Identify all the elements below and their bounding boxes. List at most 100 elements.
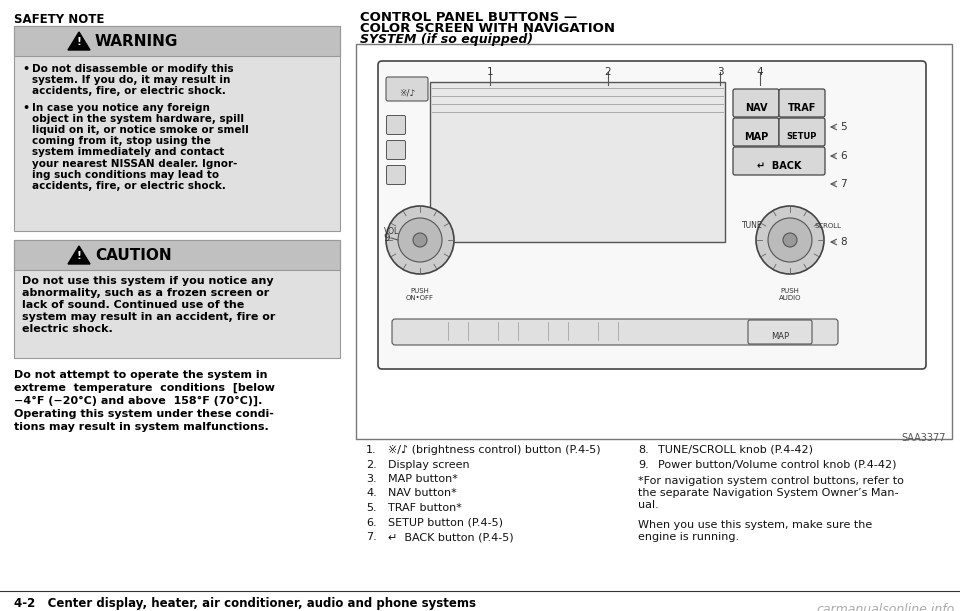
FancyBboxPatch shape — [748, 320, 812, 344]
Text: MAP: MAP — [771, 332, 789, 341]
Text: system. If you do, it may result in: system. If you do, it may result in — [32, 75, 230, 85]
Text: Power button/Volume control knob (P.4-42): Power button/Volume control knob (P.4-42… — [658, 459, 897, 469]
Text: SAA3377: SAA3377 — [901, 433, 946, 443]
Text: MAP: MAP — [744, 132, 768, 142]
Text: 1: 1 — [487, 67, 493, 77]
FancyBboxPatch shape — [387, 166, 405, 185]
FancyBboxPatch shape — [386, 77, 428, 101]
Text: abnormality, such as a frozen screen or: abnormality, such as a frozen screen or — [22, 288, 269, 298]
FancyBboxPatch shape — [387, 115, 405, 134]
Text: engine is running.: engine is running. — [638, 532, 739, 542]
Text: Do not attempt to operate the system in: Do not attempt to operate the system in — [14, 370, 268, 380]
Text: liquid on it, or notice smoke or smell: liquid on it, or notice smoke or smell — [32, 125, 249, 135]
FancyBboxPatch shape — [733, 89, 779, 117]
Text: object in the system hardware, spill: object in the system hardware, spill — [32, 114, 244, 124]
Circle shape — [386, 206, 454, 274]
Text: tions may result in system malfunctions.: tions may result in system malfunctions. — [14, 422, 269, 432]
Text: 4: 4 — [756, 67, 763, 77]
Bar — [356, 44, 952, 439]
Text: ↵  BACK: ↵ BACK — [756, 161, 802, 171]
Text: TRAF: TRAF — [788, 103, 816, 113]
Text: 5.: 5. — [366, 503, 376, 513]
FancyBboxPatch shape — [392, 319, 838, 345]
Text: 2: 2 — [605, 67, 612, 77]
Text: electric shock.: electric shock. — [22, 324, 112, 334]
Text: the separate Navigation System Owner’s Man-: the separate Navigation System Owner’s M… — [638, 488, 899, 498]
Text: Display screen: Display screen — [388, 459, 469, 469]
Circle shape — [756, 206, 824, 274]
Bar — [14, 240, 340, 270]
Text: Do not use this system if you notice any: Do not use this system if you notice any — [22, 276, 274, 286]
Text: TRAF button*: TRAF button* — [388, 503, 462, 513]
Text: Do not disassemble or modify this: Do not disassemble or modify this — [32, 64, 233, 74]
Text: extreme  temperature  conditions  [below: extreme temperature conditions [below — [14, 383, 275, 393]
Text: SETUP: SETUP — [787, 132, 817, 141]
Circle shape — [768, 218, 812, 262]
Text: TUNE/SCROLL knob (P.4-42): TUNE/SCROLL knob (P.4-42) — [658, 445, 813, 455]
Text: SETUP button (P.4-5): SETUP button (P.4-5) — [388, 518, 503, 527]
Text: ※/♪: ※/♪ — [398, 89, 415, 98]
Text: system immediately and contact: system immediately and contact — [32, 147, 225, 158]
Text: 7.: 7. — [366, 532, 376, 542]
Text: Operating this system under these condi-: Operating this system under these condi- — [14, 409, 274, 419]
Text: 5: 5 — [840, 122, 847, 132]
FancyBboxPatch shape — [387, 141, 405, 159]
Text: COLOR SCREEN WITH NAVIGATION: COLOR SCREEN WITH NAVIGATION — [360, 22, 615, 35]
Text: 6.: 6. — [366, 518, 376, 527]
Text: CONTROL PANEL BUTTONS —: CONTROL PANEL BUTTONS — — [360, 11, 577, 24]
Text: •: • — [22, 103, 29, 112]
Text: −4°F (−20°C) and above  158°F (70°C)].: −4°F (−20°C) and above 158°F (70°C)]. — [14, 396, 262, 406]
Text: 2.: 2. — [366, 459, 376, 469]
Text: SCROLL: SCROLL — [814, 223, 842, 229]
Bar — [14, 26, 340, 231]
Circle shape — [398, 218, 442, 262]
Text: lack of sound. Continued use of the: lack of sound. Continued use of the — [22, 300, 244, 310]
Text: your nearest NISSAN dealer. Ignor-: your nearest NISSAN dealer. Ignor- — [32, 159, 237, 169]
Text: VOL: VOL — [384, 227, 399, 236]
Text: 9: 9 — [383, 233, 390, 243]
Text: ual.: ual. — [638, 500, 659, 510]
Polygon shape — [68, 246, 90, 264]
Text: accidents, fire, or electric shock.: accidents, fire, or electric shock. — [32, 86, 226, 97]
Text: carmanualsonline.info: carmanualsonline.info — [817, 603, 955, 611]
Text: 8: 8 — [840, 237, 847, 247]
FancyBboxPatch shape — [733, 118, 779, 146]
Text: ↵  BACK button (P.4-5): ↵ BACK button (P.4-5) — [388, 532, 514, 542]
FancyBboxPatch shape — [779, 118, 825, 146]
Text: system may result in an accident, fire or: system may result in an accident, fire o… — [22, 312, 276, 322]
Bar — [14, 26, 340, 56]
Text: SYSTEM (if so equipped): SYSTEM (if so equipped) — [360, 33, 533, 46]
Text: !: ! — [77, 251, 82, 261]
Text: ※/♪ (brightness control) button (P.4-5): ※/♪ (brightness control) button (P.4-5) — [388, 445, 601, 455]
Polygon shape — [68, 32, 90, 50]
Text: coming from it, stop using the: coming from it, stop using the — [32, 136, 211, 146]
Text: 4.: 4. — [366, 489, 376, 499]
Text: CAUTION: CAUTION — [95, 247, 172, 263]
Text: In case you notice any foreign: In case you notice any foreign — [32, 103, 210, 112]
Text: 3.: 3. — [366, 474, 376, 484]
Text: •: • — [22, 64, 29, 74]
FancyBboxPatch shape — [733, 147, 825, 175]
Text: 9.: 9. — [638, 459, 649, 469]
Text: PUSH
AUDIO: PUSH AUDIO — [779, 288, 802, 301]
Text: When you use this system, make sure the: When you use this system, make sure the — [638, 520, 873, 530]
Text: WARNING: WARNING — [95, 34, 179, 48]
Text: *For navigation system control buttons, refer to: *For navigation system control buttons, … — [638, 476, 904, 486]
Text: MAP button*: MAP button* — [388, 474, 458, 484]
Text: accidents, fire, or electric shock.: accidents, fire, or electric shock. — [32, 181, 226, 191]
Text: PUSH
ON•OFF: PUSH ON•OFF — [406, 288, 434, 301]
Text: 8.: 8. — [638, 445, 649, 455]
Text: NAV button*: NAV button* — [388, 489, 457, 499]
Text: 1.: 1. — [366, 445, 376, 455]
FancyBboxPatch shape — [779, 89, 825, 117]
Text: !: ! — [77, 37, 82, 47]
FancyBboxPatch shape — [378, 61, 926, 369]
Circle shape — [413, 233, 427, 247]
Text: ing such conditions may lead to: ing such conditions may lead to — [32, 170, 219, 180]
Bar — [430, 82, 725, 242]
Text: 3: 3 — [717, 67, 723, 77]
Text: NAV: NAV — [745, 103, 767, 113]
Text: 6: 6 — [840, 151, 847, 161]
Text: TUNE: TUNE — [742, 222, 762, 230]
Bar — [14, 240, 340, 358]
